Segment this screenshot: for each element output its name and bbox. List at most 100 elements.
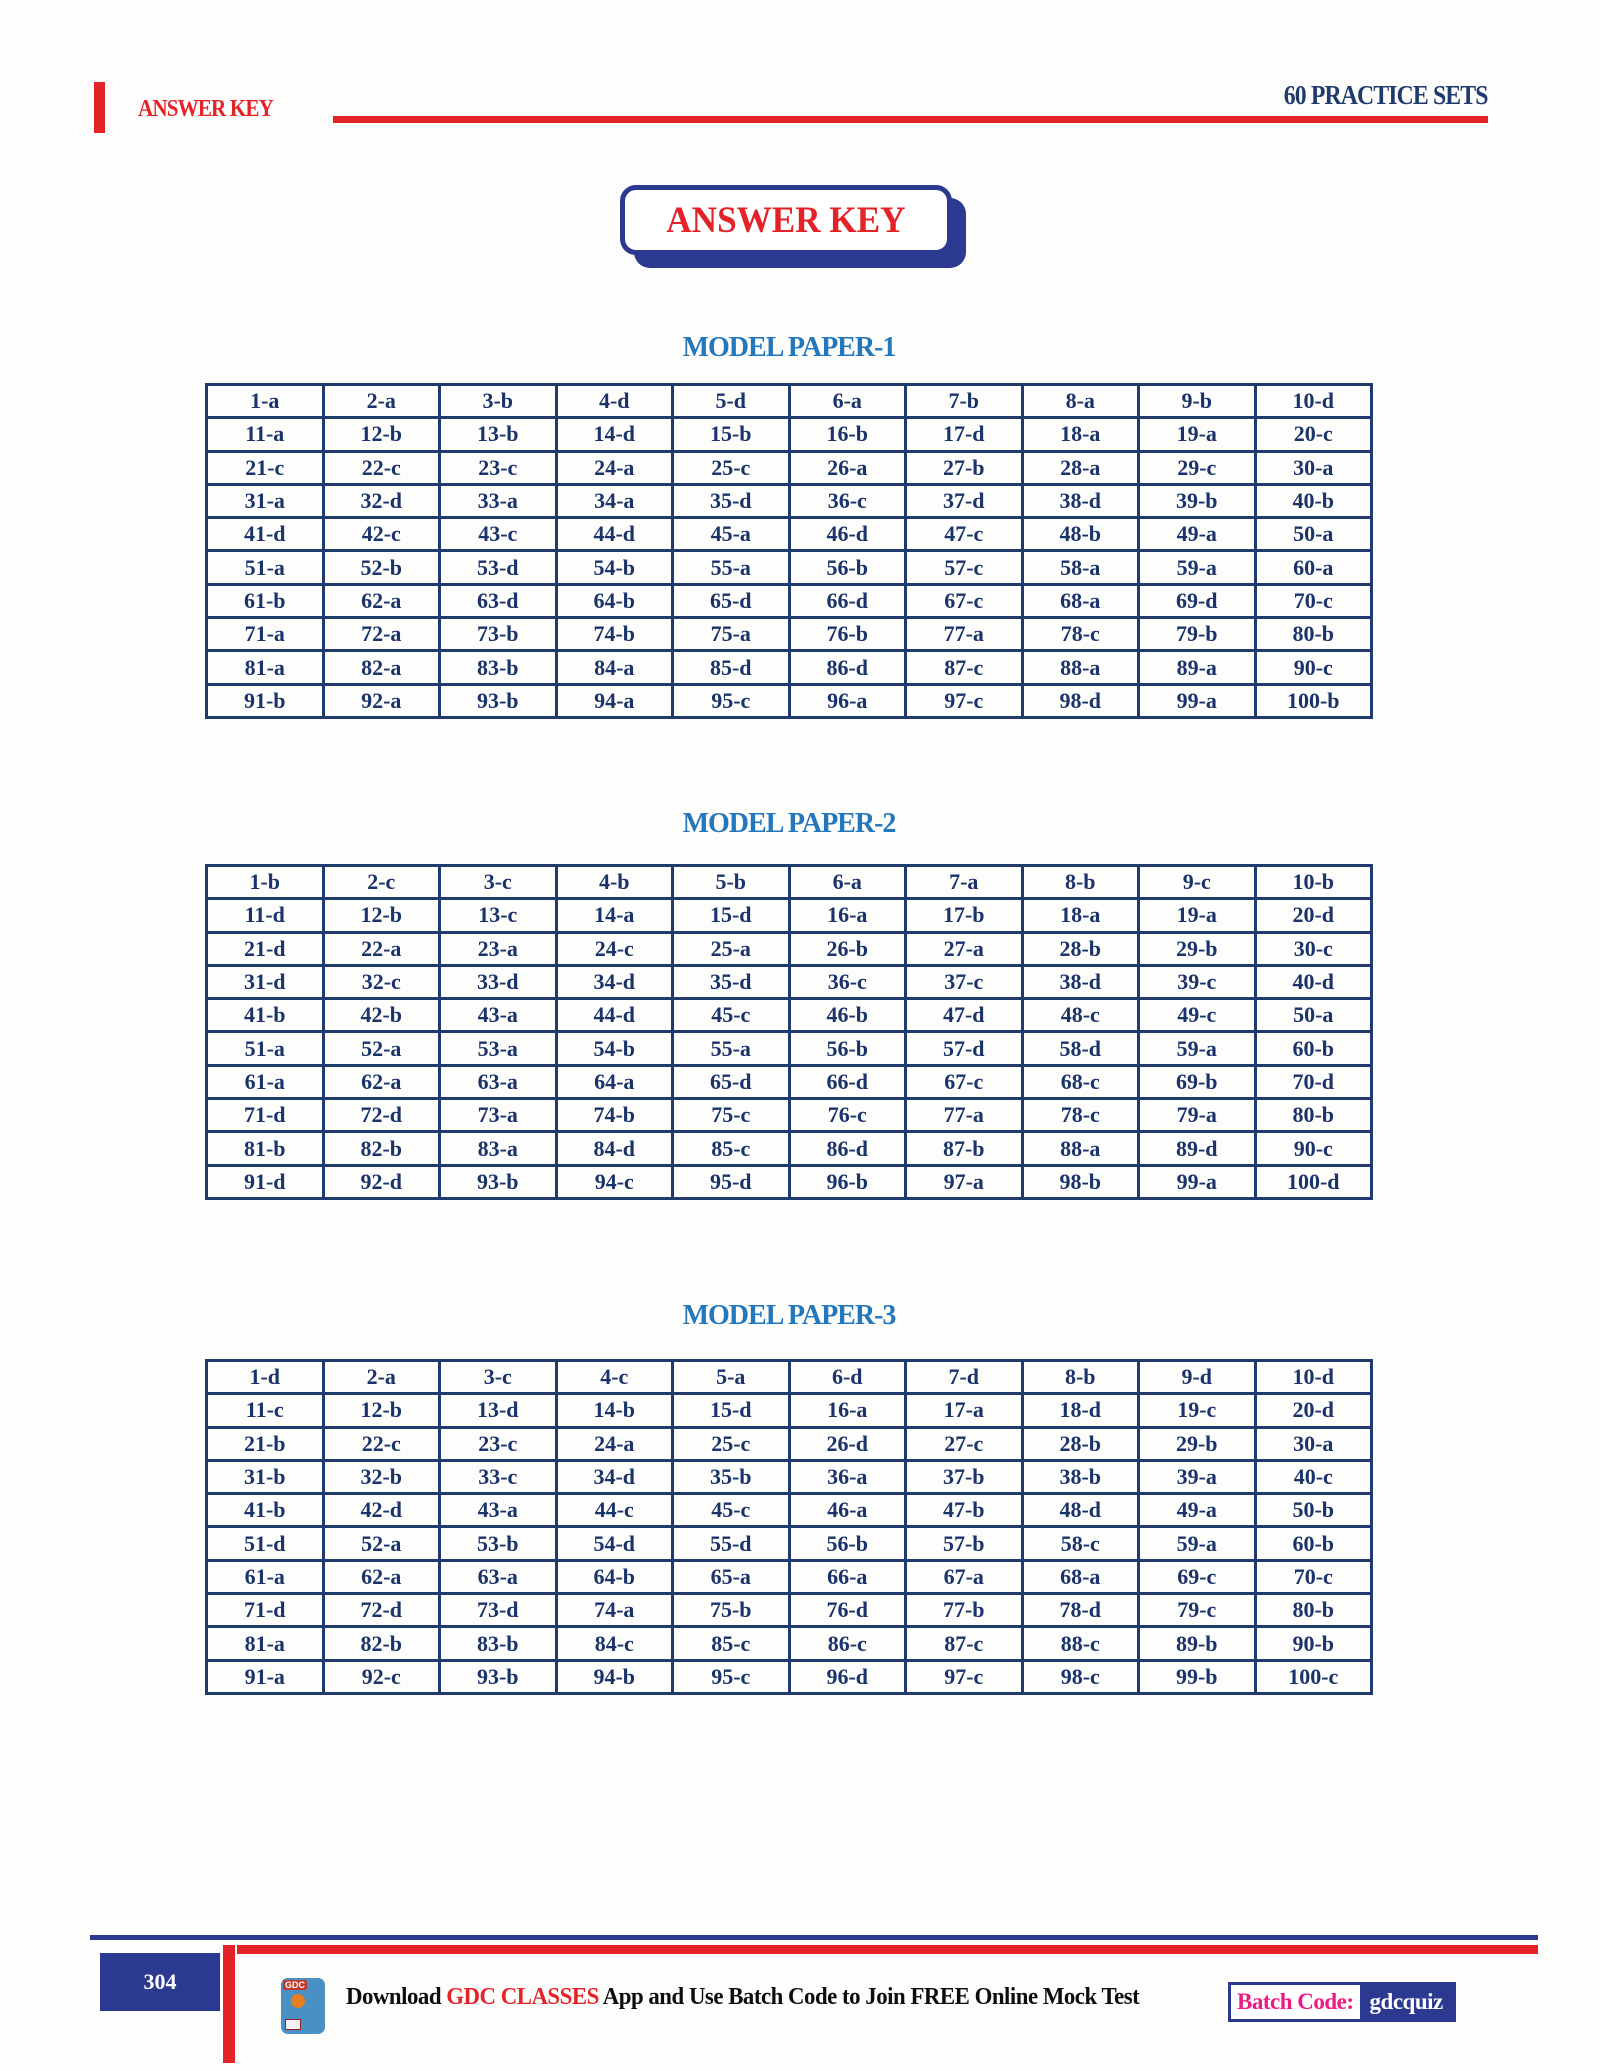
answer-cell: 97-a (904, 1163, 1024, 1200)
answer-cell: 86-c (787, 1625, 907, 1662)
answer-cell: 59-a (1137, 1030, 1257, 1067)
answer-cell: 61-a (205, 1558, 325, 1596)
answer-cell: 39-a (1137, 1458, 1257, 1496)
table-row: 11-a 12-b 13-b 14-d 15-b 16-b 17-d 18-a 19-a 20-c (205, 416, 1373, 453)
answer-cell: 98-b (1020, 1163, 1140, 1200)
answer-cell: 2-a (321, 1358, 441, 1396)
answer-cell: 95-c (671, 1658, 791, 1695)
answer-cell: 47-c (904, 516, 1024, 553)
answer-cell: 97-c (904, 1658, 1024, 1695)
answer-cell: 98-d (1020, 682, 1140, 719)
gdc-app-icon-figure (291, 1994, 305, 2008)
answer-cell: 40-c (1253, 1458, 1373, 1496)
answer-cell: 82-a (321, 649, 441, 686)
answer-cell: 88-a (1020, 649, 1140, 686)
answer-cell: 100-d (1253, 1163, 1373, 1200)
answer-cell: 34-a (554, 482, 674, 520)
answer-cell: 26-b (787, 930, 907, 967)
answer-cell: 17-b (904, 897, 1024, 934)
answer-cell: 53-d (438, 549, 558, 586)
table-row: 21-b 22-c 23-c 24-a 25-c 26-d 27-c 28-b 29-b 30-a (205, 1425, 1373, 1462)
answer-cell: 70-c (1253, 1558, 1373, 1596)
gdc-app-icon: GDC (281, 1978, 325, 2034)
table-row: 61-a 62-a 63-a 64-b 65-a 66-a 67-a 68-a 69-c 70-c (205, 1558, 1373, 1596)
answer-cell: 25-c (671, 1425, 791, 1462)
answer-cell: 8-b (1020, 863, 1140, 901)
answer-cell: 4-c (554, 1358, 674, 1396)
answer-cell: 2-a (321, 382, 441, 420)
footer-red-rule (237, 1945, 1538, 1954)
table-row: 81-a 82-a 83-b 84-a 85-d 86-d 87-c 88-a 89-a 90-c (205, 649, 1373, 686)
answer-cell: 26-a (787, 449, 907, 486)
answer-cell: 35-b (671, 1458, 791, 1496)
answer-cell: 65-d (671, 1063, 791, 1101)
answer-cell: 74-b (554, 616, 674, 653)
table-row: 81-a 82-b 83-b 84-c 85-c 86-c 87-c 88-c 89-b 90-b (205, 1625, 1373, 1662)
answer-cell: 82-b (321, 1625, 441, 1662)
answer-cell: 66-d (787, 582, 907, 620)
answer-cell: 84-c (554, 1625, 674, 1662)
answer-cell: 96-b (787, 1163, 907, 1200)
answer-cell: 83-b (438, 649, 558, 686)
answer-cell: 3-c (438, 863, 558, 901)
answer-cell: 51-a (205, 549, 325, 586)
answer-cell: 33-d (438, 963, 558, 1001)
answer-cell: 10-b (1253, 863, 1373, 901)
answer-cell: 63-a (438, 1558, 558, 1596)
answer-cell: 55-a (671, 549, 791, 586)
answer-cell: 74-a (554, 1592, 674, 1629)
answer-cell: 85-c (671, 1625, 791, 1662)
answer-cell: 99-a (1137, 682, 1257, 719)
answer-cell: 38-d (1020, 482, 1140, 520)
answer-cell: 77-a (904, 616, 1024, 653)
answer-cell: 46-a (787, 1492, 907, 1529)
answer-cell: 36-c (787, 963, 907, 1001)
answer-cell: 4-b (554, 863, 674, 901)
answer-cell: 46-d (787, 516, 907, 553)
answer-cell: 87-b (904, 1130, 1024, 1167)
answer-cell: 6-d (787, 1358, 907, 1396)
answer-cell: 22-c (321, 1425, 441, 1462)
answer-cell: 48-b (1020, 516, 1140, 553)
answer-cell: 57-d (904, 1030, 1024, 1067)
answer-cell: 28-b (1020, 1425, 1140, 1462)
answer-cell: 60-a (1253, 549, 1373, 586)
answer-cell: 34-d (554, 1458, 674, 1496)
answer-cell: 10-d (1253, 382, 1373, 420)
answer-cell: 44-d (554, 997, 674, 1034)
answer-cell: 24-a (554, 1425, 674, 1462)
answer-cell: 73-d (438, 1592, 558, 1629)
answer-cell: 30-c (1253, 930, 1373, 967)
answer-cell: 69-b (1137, 1063, 1257, 1101)
answer-cell: 76-b (787, 616, 907, 653)
answer-cell: 91-b (205, 682, 325, 719)
answer-cell: 87-c (904, 1625, 1024, 1662)
answer-cell: 11-a (205, 416, 325, 453)
answer-cell: 25-a (671, 930, 791, 967)
answer-cell: 12-b (321, 416, 441, 453)
answer-cell: 29-b (1137, 1425, 1257, 1462)
answer-cell: 82-b (321, 1130, 441, 1167)
answer-cell: 13-d (438, 1392, 558, 1429)
answer-cell: 64-a (554, 1063, 674, 1101)
answer-cell: 43-a (438, 997, 558, 1034)
answer-cell: 56-b (787, 549, 907, 586)
answer-cell: 8-a (1020, 382, 1140, 420)
answer-cell: 79-c (1137, 1592, 1257, 1629)
answer-cell: 62-a (321, 1063, 441, 1101)
answer-cell: 94-a (554, 682, 674, 719)
answer-cell: 73-b (438, 616, 558, 653)
answer-cell: 46-b (787, 997, 907, 1034)
answer-cell: 48-d (1020, 1492, 1140, 1529)
answer-cell: 59-a (1137, 1525, 1257, 1562)
answer-cell: 89-a (1137, 649, 1257, 686)
answer-cell: 89-b (1137, 1625, 1257, 1662)
answer-cell: 71-d (205, 1592, 325, 1629)
answer-cell: 9-d (1137, 1358, 1257, 1396)
answer-cell: 3-c (438, 1358, 558, 1396)
answer-cell: 30-a (1253, 449, 1373, 486)
answer-cell: 98-c (1020, 1658, 1140, 1695)
answer-cell: 21-c (205, 449, 325, 486)
answer-cell: 72-a (321, 616, 441, 653)
answer-cell: 61-a (205, 1063, 325, 1101)
